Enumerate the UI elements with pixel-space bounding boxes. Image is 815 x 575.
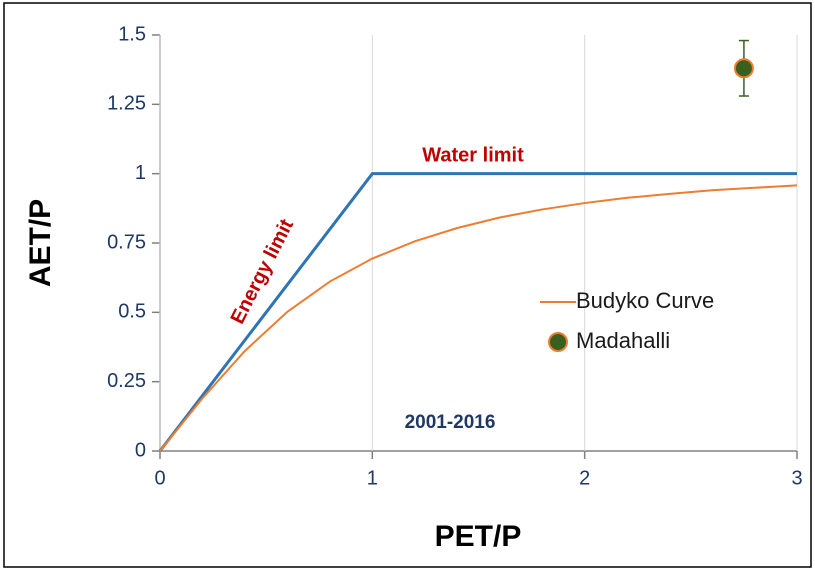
x-tick-label: 3	[791, 467, 802, 489]
y-tick-label: 0.75	[107, 231, 146, 253]
y-tick-label: 0	[135, 439, 146, 461]
budyko-curve	[159, 184, 798, 452]
annotation: Water limit	[422, 144, 524, 166]
x-axis-title: PET/P	[435, 520, 522, 553]
frame	[3, 2, 812, 568]
y-tick-label: 0.25	[107, 370, 146, 392]
legend-marker	[548, 332, 568, 352]
point	[733, 58, 754, 79]
limit-line	[158, 172, 797, 452]
y-axis-title: AET/P	[24, 199, 57, 287]
y-tick-label: 0.5	[118, 301, 146, 323]
legend-label: Madahalli	[576, 328, 670, 353]
annotation: 2001-2016	[405, 412, 496, 433]
legend-label: Budyko Curve	[576, 288, 714, 313]
y-tick-label: 1	[135, 162, 146, 184]
y-tick-label: 1.5	[118, 23, 146, 45]
y-tick-label: 1.25	[107, 93, 146, 115]
x-tick-label: 2	[579, 467, 590, 489]
x-tick-label: 1	[367, 467, 378, 489]
x-tick-label: 0	[154, 467, 165, 489]
